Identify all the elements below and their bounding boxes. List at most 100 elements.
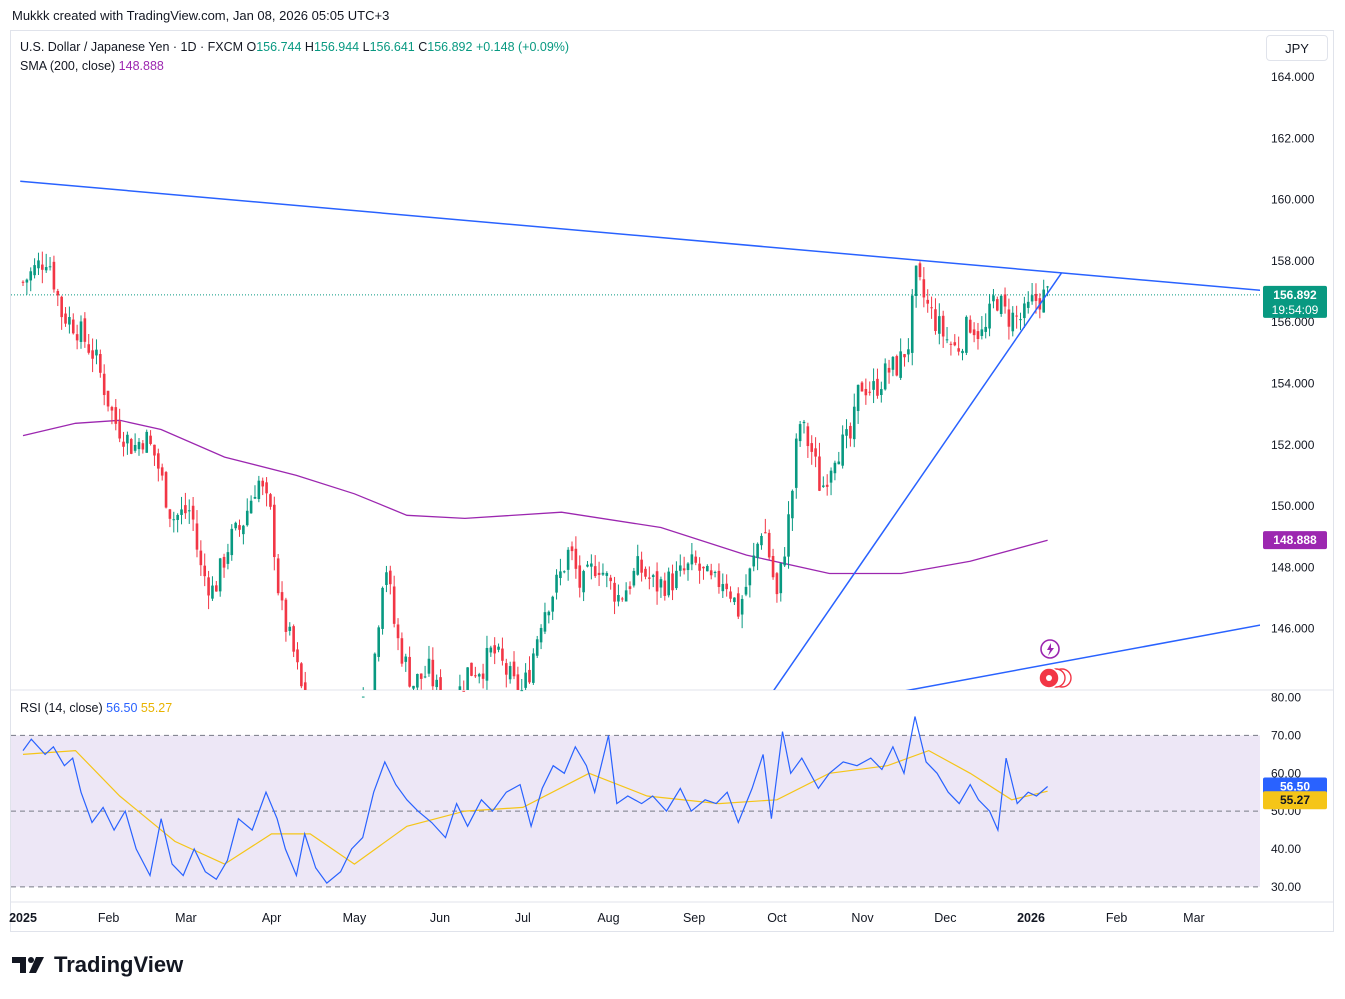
rsi-ma-value: 55.27 xyxy=(140,701,173,715)
candle-body xyxy=(296,649,299,663)
time-axis-tick: Sep xyxy=(683,911,705,925)
candle-body xyxy=(532,653,535,683)
candle-body xyxy=(71,319,75,334)
candle-body xyxy=(736,593,740,617)
candle-body xyxy=(771,555,775,578)
candle-body xyxy=(891,356,895,370)
candle-body xyxy=(102,373,106,396)
price-axis-tick: 154.000 xyxy=(1271,376,1315,390)
ohlc-close: 156.892 xyxy=(427,40,473,54)
candle-body xyxy=(462,690,466,692)
time-axis-tick: Apr xyxy=(262,911,281,925)
rsi-axis-tick: 30.00 xyxy=(1271,880,1301,894)
candle-body xyxy=(624,590,628,602)
sma-layer xyxy=(11,294,1260,575)
candle-body xyxy=(559,571,562,579)
candle-body xyxy=(957,348,960,352)
candle-body xyxy=(841,434,844,466)
candle-body xyxy=(849,425,852,439)
candle-body xyxy=(528,669,531,683)
sma-label[interactable]: SMA (200, close) xyxy=(20,59,116,73)
candle-body xyxy=(702,566,705,569)
candle-body xyxy=(118,421,121,439)
candle-body xyxy=(1011,312,1015,332)
symbol-title[interactable]: U.S. Dollar / Japanese Yen · 1D · FXCM xyxy=(20,40,244,54)
candle-body xyxy=(547,611,551,616)
candle-body xyxy=(636,556,640,575)
candle-body xyxy=(218,558,222,592)
candle-body xyxy=(922,279,926,298)
candle-body xyxy=(779,563,783,594)
price-change: +0.148 (+0.09%) xyxy=(475,40,570,54)
candle-body xyxy=(729,591,732,599)
candle-body xyxy=(733,597,736,603)
rsi-ma-badge: 55.27 xyxy=(1263,791,1327,810)
price-axis-tick: 156.000 xyxy=(1271,315,1315,329)
candle-body xyxy=(798,424,802,442)
price-axis-tick: 160.000 xyxy=(1271,193,1315,207)
candle-body xyxy=(199,550,203,566)
sma-price-badge: 148.888 xyxy=(1263,531,1327,550)
candle-body xyxy=(79,321,83,342)
candle-body xyxy=(75,334,79,341)
candle-body xyxy=(230,528,234,556)
candle-body xyxy=(470,662,473,676)
candle-body xyxy=(37,260,40,269)
candle-body xyxy=(493,645,496,654)
time-axis-tick: 2026 xyxy=(1017,911,1045,925)
candle-body xyxy=(412,685,415,689)
candle-body xyxy=(1023,303,1026,319)
candle-body xyxy=(284,599,288,632)
candle-body xyxy=(129,439,133,454)
candle-body xyxy=(1026,301,1030,308)
candle-body xyxy=(68,317,71,325)
rsi-axis-tick: 40.00 xyxy=(1271,842,1301,856)
candle-body xyxy=(833,462,837,474)
candle-body xyxy=(551,596,554,612)
rsi-axis-tick: 80.00 xyxy=(1271,691,1301,705)
candle-body xyxy=(87,344,91,353)
candle-body xyxy=(1034,293,1038,301)
rsi-ma-badge-bg xyxy=(1263,791,1327,810)
event-markers[interactable] xyxy=(1038,639,1072,689)
candle-body xyxy=(918,263,922,278)
candle-body xyxy=(648,577,651,579)
candle-body xyxy=(56,291,60,296)
candle-body xyxy=(33,265,36,276)
candle-body xyxy=(524,672,527,688)
candle-body xyxy=(516,674,520,690)
candle-body xyxy=(961,350,964,354)
candle-body xyxy=(122,441,125,447)
time-axis-tick: Nov xyxy=(851,911,874,925)
candle-body xyxy=(698,563,701,571)
trendline-layer[interactable] xyxy=(20,180,1274,730)
candle-body xyxy=(690,554,694,565)
chart-frame xyxy=(10,30,1334,932)
candle-body xyxy=(744,586,748,595)
candle-body xyxy=(265,482,268,494)
candle-body xyxy=(25,279,29,283)
candle-body xyxy=(249,500,253,514)
time-axis-tick: Feb xyxy=(1106,911,1128,925)
candle-body xyxy=(245,510,249,526)
candle-body xyxy=(593,566,597,577)
time-axis-tick: Jun xyxy=(430,911,450,925)
tradingview-brand[interactable]: TradingView xyxy=(12,952,183,978)
price-axis-tick: 152.000 xyxy=(1271,438,1315,452)
rsi-label[interactable]: RSI (14, close) xyxy=(20,701,103,715)
candle-body xyxy=(988,303,991,329)
candle-body xyxy=(207,577,210,596)
rsi-axis-tick: 60.00 xyxy=(1271,766,1301,780)
rsi-legend: RSI (14, close) 56.50 55.27 xyxy=(20,701,172,715)
candle-body xyxy=(222,556,226,568)
candle-body xyxy=(941,315,945,337)
candle-body xyxy=(1007,309,1011,327)
candle-body xyxy=(574,548,578,569)
candle-body xyxy=(760,535,763,546)
candle-body xyxy=(651,575,655,578)
currency-button[interactable]: JPY xyxy=(1266,35,1328,61)
candle-body xyxy=(52,261,56,290)
